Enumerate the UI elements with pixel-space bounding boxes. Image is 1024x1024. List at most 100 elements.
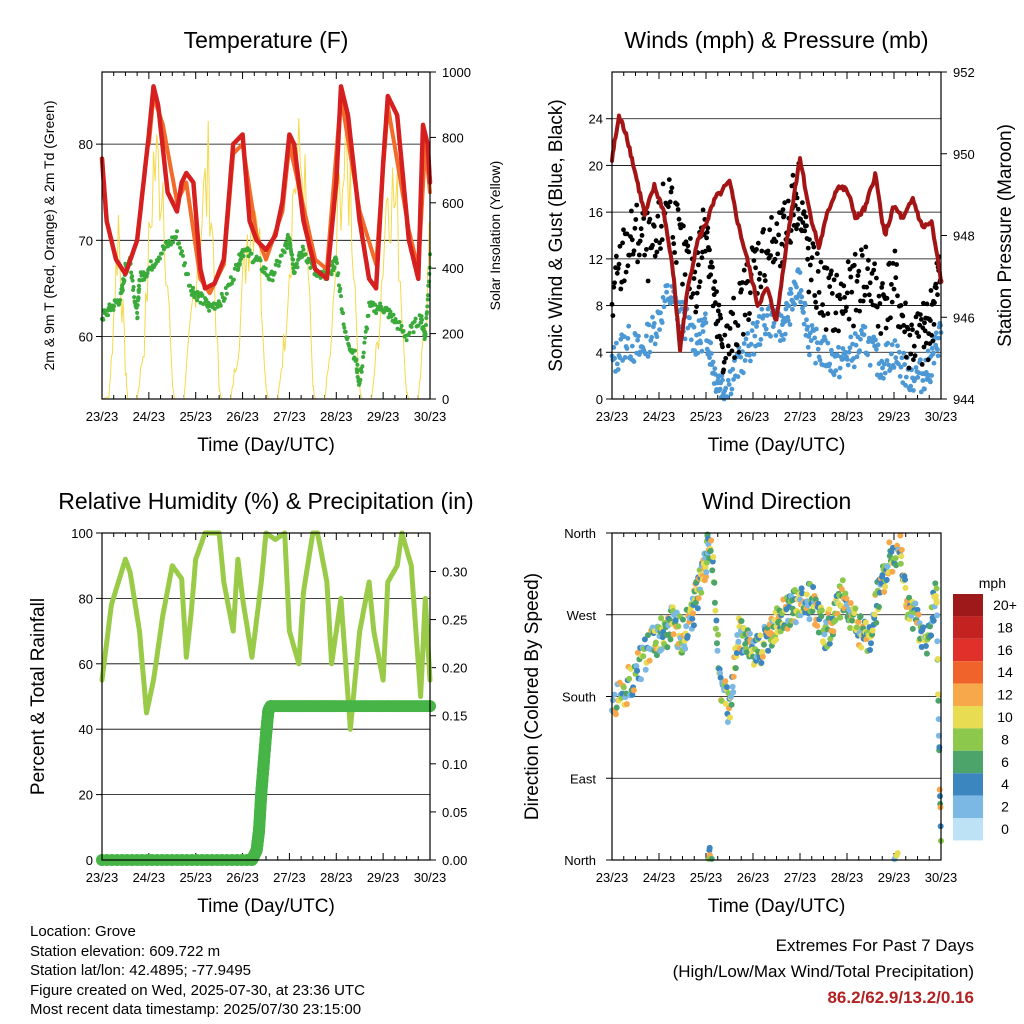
gust-point	[878, 331, 884, 336]
direction-point	[906, 594, 913, 601]
wind-point	[625, 336, 631, 341]
dewpoint-point	[148, 259, 153, 264]
direction-point	[838, 586, 845, 593]
wind-point	[800, 305, 805, 311]
dewpoint-point	[207, 308, 212, 313]
wind-point	[702, 316, 708, 321]
wind-point	[645, 354, 651, 359]
gust-point	[683, 239, 689, 245]
y-tick-label: North	[564, 526, 596, 541]
dewpoint-point	[178, 245, 182, 250]
y-tick-label: 16	[589, 205, 603, 220]
wind-point	[859, 328, 864, 333]
gust-point	[866, 257, 871, 263]
gust-point	[682, 272, 688, 277]
wind-point	[680, 299, 685, 305]
wind-point	[933, 330, 939, 336]
wind-point	[875, 342, 881, 348]
direction-point	[806, 616, 813, 623]
direction-point	[935, 716, 942, 723]
dewpoint-point	[135, 310, 140, 315]
direction-point	[652, 639, 659, 646]
gust-point	[757, 271, 763, 276]
dewpoint-point	[424, 316, 429, 320]
direction-point	[759, 648, 766, 655]
direction-point	[666, 631, 673, 638]
gust-point	[843, 308, 848, 314]
wind-point	[882, 370, 888, 376]
gust-point	[629, 237, 635, 243]
y2-tick-label: 944	[953, 392, 975, 407]
wind-point	[813, 360, 818, 366]
dewpoint-point	[329, 272, 334, 277]
y2-tick-label: 0.10	[442, 757, 467, 772]
dewpoint-point	[192, 295, 197, 300]
wind-point	[812, 335, 818, 341]
gust-point	[889, 282, 894, 287]
direction-point	[936, 786, 943, 793]
gust-point	[804, 223, 809, 229]
direction-point	[703, 569, 710, 576]
wind-point	[847, 345, 853, 351]
x-tick-label: 26/23	[226, 870, 259, 885]
dewpoint-point	[135, 315, 140, 320]
dewpoint-point	[419, 314, 424, 319]
gust-point	[935, 292, 940, 298]
dewpoint-point	[204, 298, 209, 302]
direction-point	[837, 614, 844, 621]
gust-point	[919, 362, 925, 367]
direction-point	[883, 576, 890, 583]
gust-point	[782, 200, 788, 206]
wind-point	[720, 377, 725, 383]
dewpoint-point	[425, 310, 429, 315]
gust-point	[895, 293, 900, 299]
wind-point	[805, 324, 810, 330]
direction-point	[629, 691, 636, 698]
y-tick-label: 20	[589, 158, 603, 173]
wind-point	[717, 386, 723, 392]
wind-point	[719, 373, 725, 379]
direction-point	[830, 628, 837, 635]
dewpoint-point	[276, 263, 281, 268]
wind-point	[881, 361, 887, 367]
x-tick-label: 27/23	[784, 870, 817, 885]
wind-point	[788, 290, 794, 296]
direction-point	[718, 697, 725, 704]
gust-point	[655, 213, 661, 219]
dewpoint-point	[301, 247, 306, 252]
wind-point	[747, 352, 752, 358]
direction-point	[690, 622, 697, 629]
gust-point	[642, 252, 647, 258]
gust-point	[659, 237, 665, 243]
dewpoint-point	[212, 306, 217, 311]
gust-point	[753, 265, 758, 271]
direction-point	[658, 646, 665, 653]
legend-label: 4	[1001, 776, 1009, 792]
gust-point	[699, 255, 705, 261]
direction-point	[902, 584, 909, 591]
figure-canvas: Temperature (F) 23/23 24/23 25/23 26/23 27/23…	[28, 27, 1017, 917]
wind-point	[662, 298, 668, 304]
wind-point	[867, 362, 873, 368]
wind-point	[629, 343, 635, 349]
gust-point	[740, 280, 745, 285]
dewpoint-point	[130, 274, 135, 279]
gust-point	[618, 286, 624, 292]
wind-point	[809, 323, 815, 328]
wind-point	[771, 320, 777, 326]
y-tick-label: 20	[79, 788, 93, 803]
gust-point	[892, 248, 898, 254]
gust-point	[676, 216, 682, 222]
gust-point	[700, 207, 706, 213]
wind-point	[728, 391, 734, 397]
dewpoint-point	[118, 298, 123, 303]
recent-data-text: Most recent data timestamp: 2025/07/30 2…	[30, 1001, 362, 1018]
direction-point	[849, 617, 856, 624]
direction-point	[909, 625, 916, 632]
y2-tick-label: 1000	[442, 65, 471, 80]
gust-point	[848, 274, 854, 280]
y-tick-label: East	[570, 771, 596, 786]
direction-point	[930, 617, 937, 624]
gust-point	[816, 290, 822, 295]
gust-point	[716, 302, 722, 308]
